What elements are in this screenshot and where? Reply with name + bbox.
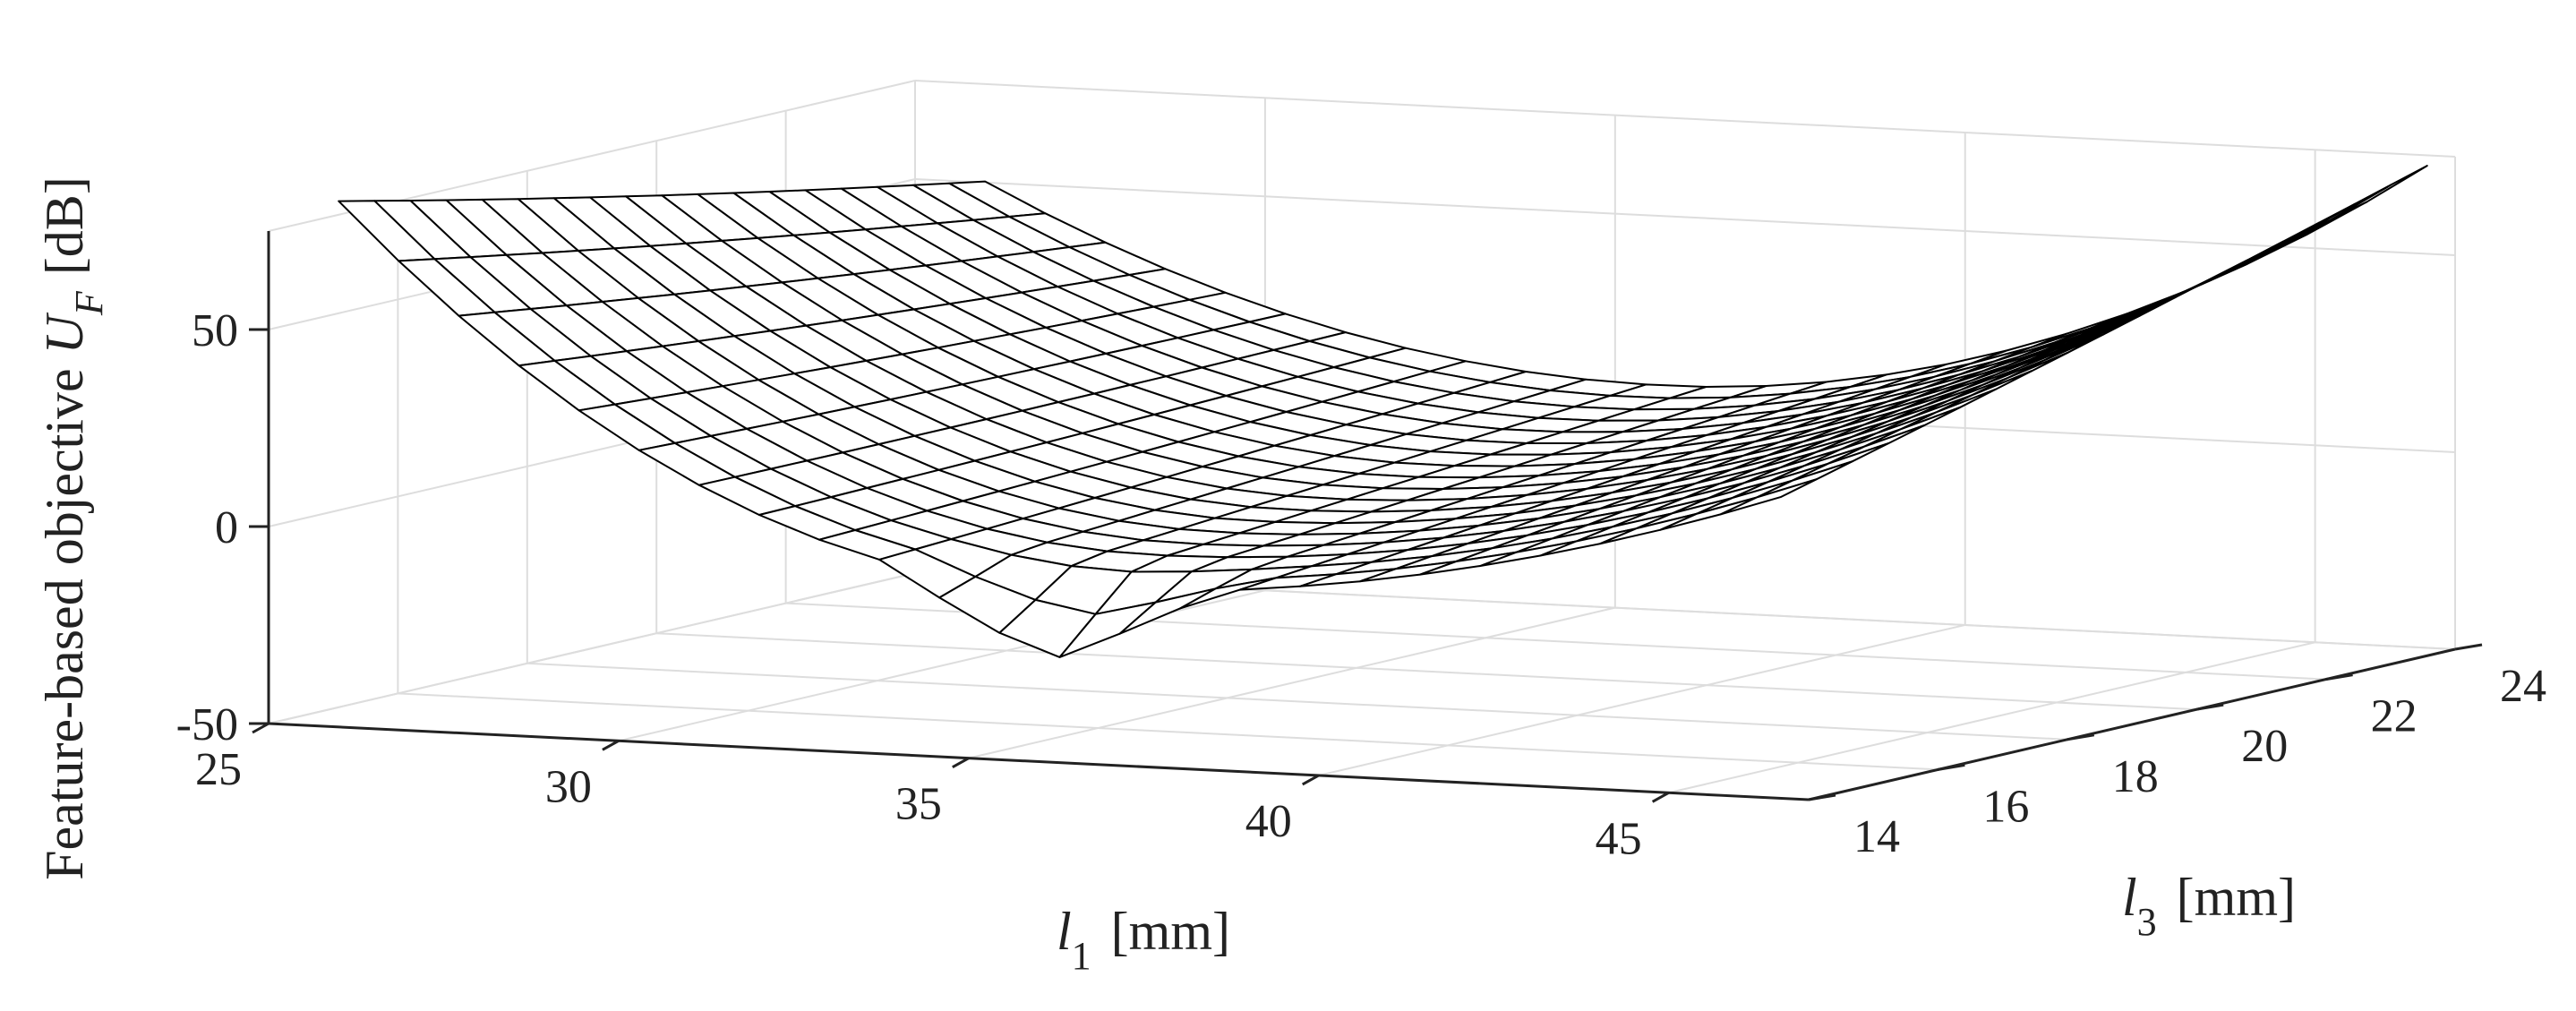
svg-text:Feature-based objectiveUF[dB]: Feature-based objective UF [dB] xyxy=(35,176,111,880)
y-tick-label: 24 xyxy=(2500,661,2546,712)
x-axis-label-symbol: l xyxy=(1057,902,1072,961)
floor-grid-line-x xyxy=(1668,641,2315,794)
y-tick-mark xyxy=(2454,643,2483,651)
y-tick-mark xyxy=(2325,673,2353,681)
y-axis-label-symbol: l xyxy=(2122,868,2137,927)
x-tick-label: 40 xyxy=(1245,796,1292,847)
left-wall-grid-line-z xyxy=(268,572,916,724)
floor-grid-line-y xyxy=(526,662,2067,741)
z-tick-label: -50 xyxy=(176,699,238,750)
y-tick-mark xyxy=(2195,703,2224,711)
z-axis-label-prefix: Feature-based objective xyxy=(35,368,94,879)
floor-grid-line-y xyxy=(656,632,2197,711)
y-tick-mark xyxy=(1938,763,1965,771)
tick-labels: 25 30 35 40 45 14 16 18 20 22 24 -50 0 50 xyxy=(176,305,2546,864)
x-axis-label: l1 [mm] xyxy=(1057,902,1230,978)
z-axis-label-unit: [dB] xyxy=(35,176,94,275)
x-tick-label: 45 xyxy=(1596,813,1642,864)
y-axis-line xyxy=(1808,647,2456,801)
x-tick-mark xyxy=(252,722,270,734)
y-tick-label: 18 xyxy=(2112,751,2159,802)
x-axis-label-unit: [mm] xyxy=(1111,902,1230,961)
svg-text:l3[mm]: l3 [mm] xyxy=(2122,868,2296,944)
y-tick-label: 20 xyxy=(2241,721,2288,772)
surface-mesh-cell xyxy=(1719,478,1818,516)
z-tick-label: 0 xyxy=(215,502,238,553)
floor-grid-line-x xyxy=(968,606,1616,759)
x-tick-label: 35 xyxy=(895,779,942,830)
x-tick-mark xyxy=(952,757,970,768)
y-tick-mark xyxy=(2067,733,2095,741)
x-tick-mark xyxy=(602,740,620,751)
y-tick-label: 14 xyxy=(1853,811,1900,862)
y-tick-label: 16 xyxy=(1982,781,2029,832)
axis-lines xyxy=(267,231,2456,801)
y-axis-label-unit: [mm] xyxy=(2177,868,2296,927)
x-axis-line xyxy=(268,722,1810,801)
back-wall-top-edge xyxy=(914,80,2456,158)
y-tick-mark xyxy=(1808,793,1836,801)
x-tick-label: 30 xyxy=(545,761,592,812)
x-axis-label-subscript: 1 xyxy=(1072,934,1091,978)
z-axis-label-symbol: U xyxy=(35,312,94,354)
z-axis-label: Feature-based objective UF [dB] xyxy=(35,176,111,880)
floor-grid-line-y xyxy=(398,692,1938,771)
y-tick-label: 22 xyxy=(2371,691,2418,742)
z-axis-label-subscript: F xyxy=(67,290,111,316)
z-tick-label: 50 xyxy=(192,305,238,356)
svg-text:l1[mm]: l1 [mm] xyxy=(1057,902,1230,978)
x-tick-mark xyxy=(1651,791,1670,803)
back-wall-grid-line-z xyxy=(914,178,2456,256)
x-tick-mark xyxy=(1301,774,1320,786)
x-tick-label: 25 xyxy=(195,744,242,795)
y-axis-label-subscript: 3 xyxy=(2137,900,2157,944)
floor-grid-line-x xyxy=(1318,623,1965,776)
y-axis-label: l3 [mm] xyxy=(2122,868,2296,944)
surface-mesh xyxy=(338,165,2428,658)
